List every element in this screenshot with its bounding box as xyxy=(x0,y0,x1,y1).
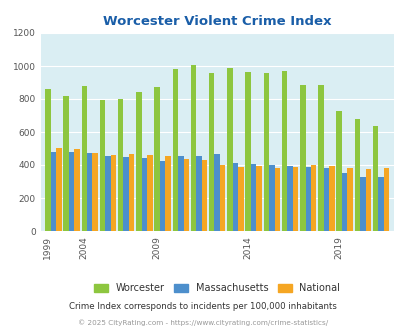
Bar xyxy=(281,71,287,231)
Bar xyxy=(292,167,298,231)
Bar xyxy=(136,91,141,231)
Legend: Worcester, Massachusetts, National: Worcester, Massachusetts, National xyxy=(90,280,343,297)
Bar xyxy=(118,99,123,231)
Bar xyxy=(147,155,152,231)
Bar xyxy=(209,73,214,231)
Bar xyxy=(214,154,220,231)
Bar xyxy=(45,89,51,231)
Bar xyxy=(111,155,116,231)
Title: Worcester Violent Crime Index: Worcester Violent Crime Index xyxy=(103,15,330,28)
Bar xyxy=(123,157,129,231)
Bar xyxy=(364,169,370,231)
Bar xyxy=(238,167,243,231)
Bar xyxy=(201,160,207,231)
Bar xyxy=(287,166,292,231)
Bar xyxy=(354,119,359,231)
Text: Crime Index corresponds to incidents per 100,000 inhabitants: Crime Index corresponds to incidents per… xyxy=(69,302,336,311)
Bar xyxy=(165,156,171,231)
Bar xyxy=(310,165,315,231)
Bar xyxy=(269,165,274,231)
Bar xyxy=(81,86,87,231)
Bar xyxy=(69,152,74,231)
Bar xyxy=(105,156,111,231)
Bar xyxy=(328,166,334,231)
Bar xyxy=(318,85,323,231)
Bar xyxy=(341,173,347,231)
Bar xyxy=(172,69,178,231)
Bar xyxy=(183,159,188,231)
Bar xyxy=(63,96,69,231)
Bar xyxy=(92,153,98,231)
Bar xyxy=(227,68,232,231)
Bar xyxy=(51,152,56,231)
Bar xyxy=(305,168,310,231)
Bar xyxy=(336,111,341,231)
Bar xyxy=(245,72,250,231)
Bar xyxy=(347,168,352,231)
Bar xyxy=(377,178,383,231)
Bar xyxy=(141,158,147,231)
Bar xyxy=(56,148,62,231)
Bar xyxy=(196,156,201,231)
Bar xyxy=(190,65,196,231)
Bar xyxy=(160,161,165,231)
Bar xyxy=(220,165,225,231)
Bar xyxy=(372,126,377,231)
Bar xyxy=(100,100,105,231)
Bar xyxy=(87,153,92,231)
Bar xyxy=(129,154,134,231)
Bar xyxy=(154,87,160,231)
Bar xyxy=(250,164,256,231)
Bar xyxy=(178,156,183,231)
Bar xyxy=(359,177,364,231)
Bar xyxy=(256,166,261,231)
Bar xyxy=(263,73,269,231)
Text: © 2025 CityRating.com - https://www.cityrating.com/crime-statistics/: © 2025 CityRating.com - https://www.city… xyxy=(78,319,327,326)
Bar xyxy=(74,148,79,231)
Bar xyxy=(323,168,328,231)
Bar xyxy=(299,85,305,231)
Bar xyxy=(232,163,238,231)
Bar xyxy=(274,168,279,231)
Bar xyxy=(383,168,388,231)
